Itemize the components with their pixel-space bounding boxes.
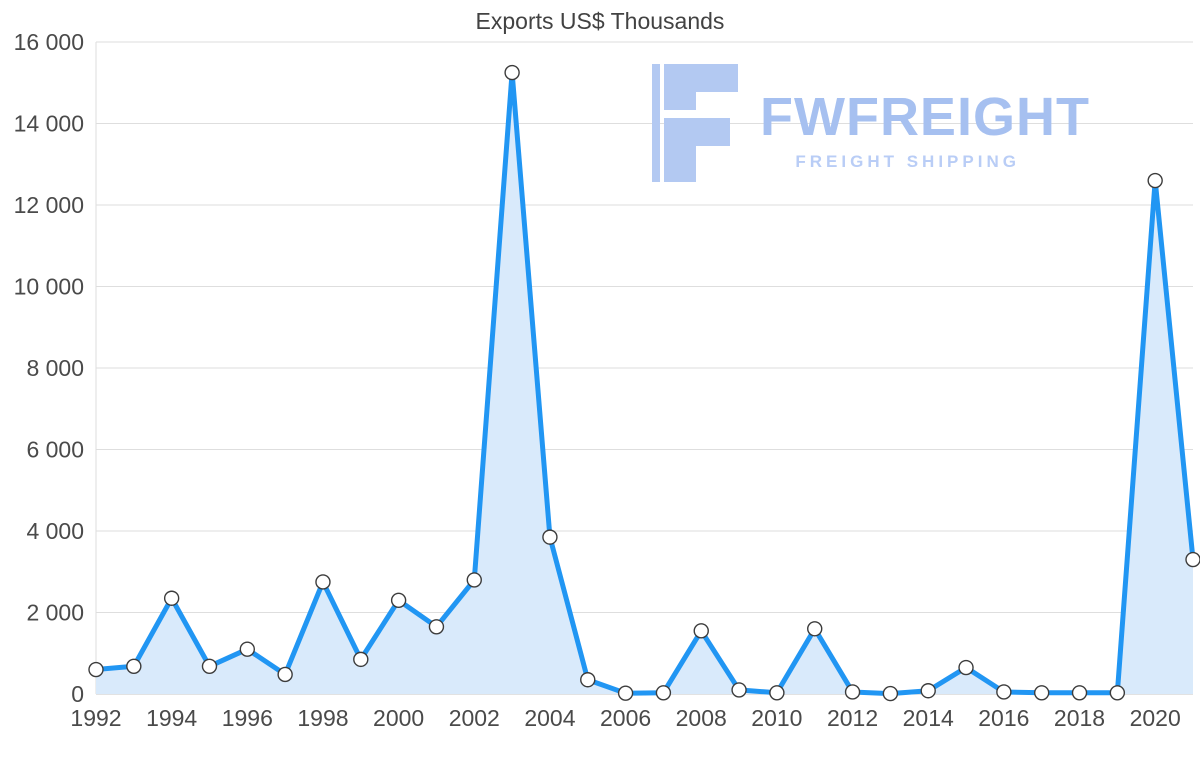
- y-axis-tick-label: 14 000: [14, 111, 84, 137]
- y-axis-tick-label: 16 000: [14, 29, 84, 55]
- data-point[interactable]: 2012: 50: [844, 684, 861, 700]
- data-point[interactable]: 2000: 2 300: [390, 592, 407, 608]
- x-axis-tick-label: 2010: [751, 705, 802, 731]
- line-series: [93, 70, 1196, 697]
- data-point[interactable]: 2013: 10: [882, 685, 899, 702]
- x-axis-tick-label: 2008: [676, 705, 727, 731]
- data-point[interactable]: 2010: 30: [769, 685, 785, 701]
- x-axis-tick-label: 2002: [449, 705, 500, 731]
- data-point[interactable]: 1995: 680: [201, 658, 218, 674]
- y-axis-tick-label: 0: [71, 681, 84, 707]
- data-point[interactable]: 2008: 1 550: [693, 623, 709, 639]
- area-fill: [96, 72, 1193, 694]
- data-point[interactable]: 1993: 680: [126, 658, 142, 674]
- data-point[interactable]: 2020: 12 600: [1147, 172, 1163, 189]
- x-axis-tick-label: 2014: [903, 705, 954, 731]
- x-axis-tick-label: 2018: [1054, 705, 1105, 731]
- data-point[interactable]: 2003: 15 250: [504, 64, 520, 81]
- x-axis-tick-label: 2016: [978, 705, 1029, 731]
- data-point[interactable]: 2006: 20: [617, 685, 634, 701]
- data-point[interactable]: 2005: 350: [580, 672, 596, 688]
- data-point[interactable]: 2002: 2 800: [466, 572, 482, 588]
- data-point[interactable]: 2014: 80: [920, 683, 936, 699]
- x-axis-tick-label: 2012: [827, 705, 878, 731]
- data-point[interactable]: 2011: 1 600: [807, 621, 823, 637]
- data-point[interactable]: 2016: 50: [996, 684, 1012, 700]
- data-point[interactable]: 2004: 3 850: [542, 529, 558, 545]
- data-point[interactable]: 2007: 30: [655, 685, 672, 701]
- data-point[interactable]: 2019: 30: [1109, 685, 1126, 701]
- data-point[interactable]: 1992: 600: [88, 661, 104, 678]
- data-point[interactable]: 2018: 30: [1071, 685, 1088, 701]
- x-axis-tick-label: 2020: [1130, 705, 1181, 731]
- x-axis-tick-label: 2006: [600, 705, 651, 731]
- x-axis-tick-label: 1994: [146, 705, 197, 731]
- y-axis-tick-label: 2 000: [26, 600, 84, 626]
- y-axis-tick-label: 8 000: [26, 355, 84, 381]
- data-point[interactable]: 1997: 480: [277, 666, 293, 683]
- x-axis-tick-label: 1992: [70, 705, 121, 731]
- x-axis-tick-label: 1998: [297, 705, 348, 731]
- y-axis-tick-label: 10 000: [14, 274, 84, 300]
- data-point[interactable]: 1996: 1 100: [239, 641, 256, 657]
- data-point[interactable]: 1994: 2 350: [163, 590, 180, 606]
- data-point[interactable]: 1998: 2 750: [315, 574, 331, 590]
- data-point[interactable]: 2009: 100: [731, 682, 747, 698]
- data-point[interactable]: 2015: 650: [958, 659, 974, 676]
- data-point[interactable]: 1999: 850: [353, 651, 369, 668]
- x-axis-tick-label: 2000: [373, 705, 424, 731]
- y-axis-tick-label: 4 000: [26, 518, 84, 544]
- data-point[interactable]: 2017: 30: [1033, 685, 1050, 701]
- y-axis-tick-label: 6 000: [26, 437, 84, 463]
- x-axis-tick-label: 2004: [524, 705, 575, 731]
- x-axis-tick-label: 1996: [222, 705, 273, 731]
- chart-title: Exports US$ Thousands: [475, 8, 725, 34]
- y-axis-tick-label: 12 000: [14, 192, 84, 218]
- data-point[interactable]: 2021: 3 300: [1185, 551, 1200, 568]
- data-point[interactable]: 2001: 1 650: [428, 619, 445, 635]
